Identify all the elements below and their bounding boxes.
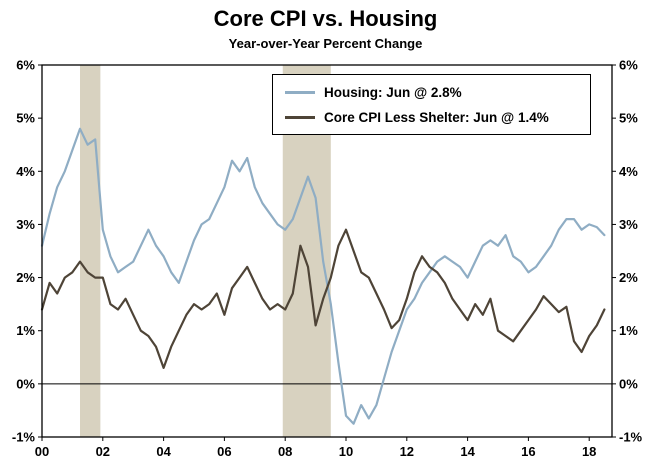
svg-text:18: 18 [582,444,596,459]
chart-title: Core CPI vs. Housing [213,6,438,31]
svg-text:5%: 5% [619,111,638,126]
svg-text:1%: 1% [619,323,638,338]
svg-text:-1%: -1% [12,430,36,445]
svg-text:04: 04 [156,444,171,459]
svg-text:3%: 3% [16,217,35,232]
svg-text:0%: 0% [619,376,638,391]
svg-text:0%: 0% [16,376,35,391]
svg-text:5%: 5% [16,111,35,126]
svg-text:12: 12 [400,444,414,459]
svg-text:2%: 2% [619,270,638,285]
svg-text:14: 14 [460,444,475,459]
chart-legend: Housing: Jun @ 2.8% Core CPI Less Shelte… [272,74,591,135]
svg-text:08: 08 [278,444,292,459]
svg-text:1%: 1% [16,323,35,338]
legend-swatch [285,90,315,94]
svg-text:02: 02 [96,444,110,459]
svg-text:2%: 2% [16,270,35,285]
svg-text:-1%: -1% [619,430,643,445]
svg-text:6%: 6% [619,58,638,73]
svg-text:10: 10 [339,444,353,459]
chart-subtitle: Year-over-Year Percent Change [228,36,423,51]
svg-text:3%: 3% [619,217,638,232]
svg-text:4%: 4% [619,164,638,179]
svg-text:00: 00 [35,444,49,459]
legend-item-core-cpi: Core CPI Less Shelter: Jun @ 1.4% [285,108,578,126]
legend-label-core-cpi: Core CPI Less Shelter: Jun @ 1.4% [324,109,549,125]
svg-text:4%: 4% [16,164,35,179]
legend-item-housing: Housing: Jun @ 2.8% [285,83,578,101]
legend-label-housing: Housing: Jun @ 2.8% [324,84,462,100]
legend-swatch [285,115,315,119]
svg-text:16: 16 [521,444,535,459]
svg-text:06: 06 [217,444,231,459]
svg-text:6%: 6% [16,58,35,73]
